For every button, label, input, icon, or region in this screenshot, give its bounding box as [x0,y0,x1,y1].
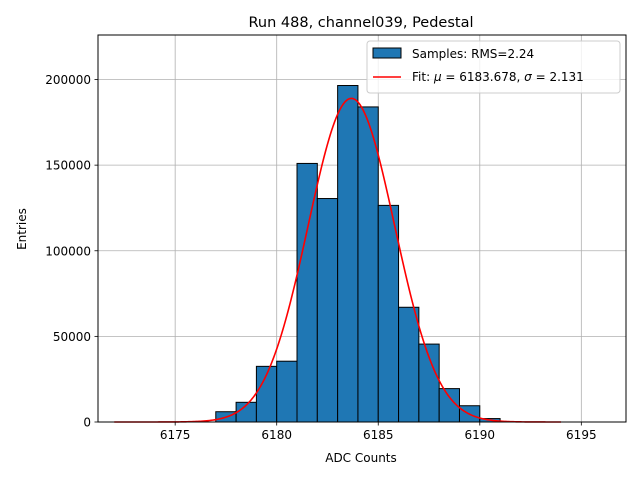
y-tick-label: 100000 [45,244,91,258]
legend-fit-mu-symbol: μ [433,70,442,84]
x-tick-label: 6185 [363,428,394,442]
legend-fit-label: Fit: μ = 6183.678, σ = 2.131 [412,70,584,84]
legend-fit-prefix: Fit: [412,70,434,84]
legend-fit-sigma-value: = 2.131 [532,70,584,84]
x-tick-label: 6175 [160,428,191,442]
chart-title: Run 488, channel039, Pedestal [248,15,473,31]
y-axis-label: Entries [15,208,29,250]
plot-frame [97,34,627,423]
y-tick-label: 50000 [53,330,91,344]
histogram-bar [377,204,400,423]
histogram-bar [337,85,359,423]
x-tick-label: 6190 [465,428,496,442]
legend-fit-sigma-symbol: σ [524,70,532,84]
histogram-bar [276,360,298,423]
legend-histogram-swatch [372,47,402,59]
x-axis-label: ADC Counts [325,451,397,465]
histogram-bars [215,85,501,423]
y-axis-ticks: 0 50000 100000 150000 200000 [45,73,98,430]
x-tick-label: 6180 [261,428,292,442]
x-tick-label: 6195 [566,428,597,442]
histogram-bar [357,106,379,423]
histogram-bar [316,198,339,423]
y-tick-label: 0 [83,416,91,430]
legend-fit-mu-value: = 6183.678, [442,70,525,84]
legend-box [366,40,621,94]
histogram-bar [398,306,420,423]
y-tick-label: 200000 [45,73,91,87]
legend: Samples: RMS=2.24 Fit: μ = 6183.678, σ =… [366,40,621,94]
histogram-bar [296,162,318,423]
x-axis-ticks: 6175 6180 6185 6190 6195 [160,422,597,442]
y-tick-label: 150000 [45,159,91,173]
legend-histogram-label: Samples: RMS=2.24 [412,47,534,61]
